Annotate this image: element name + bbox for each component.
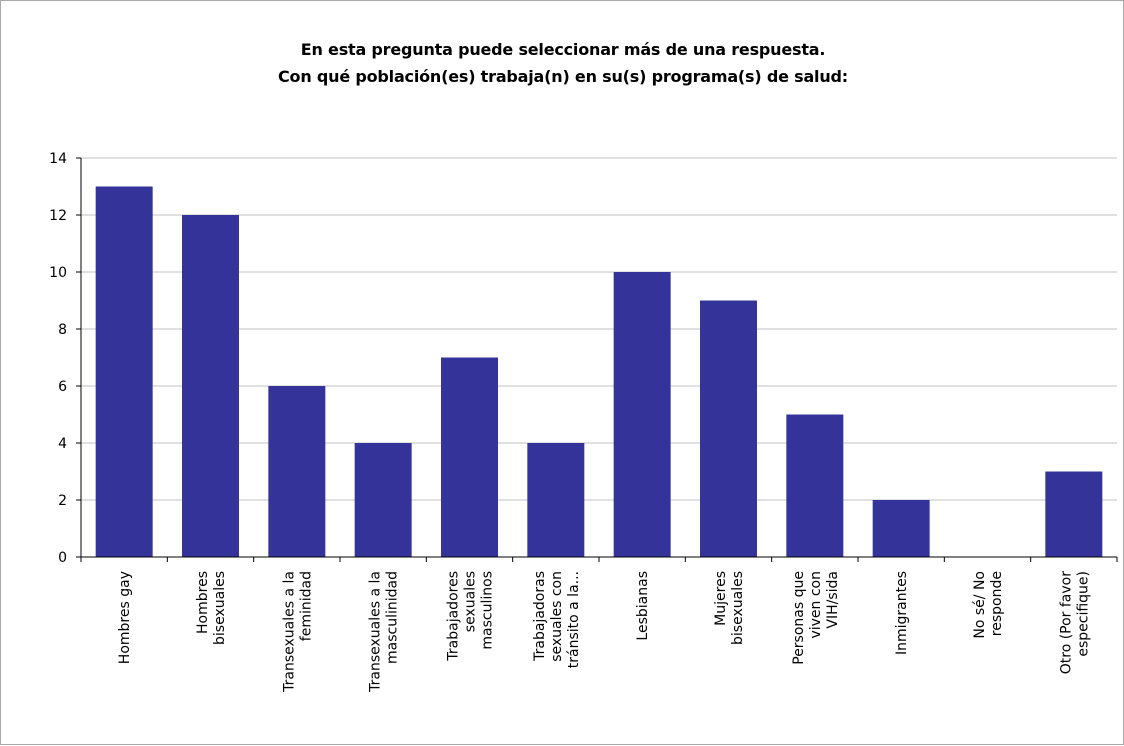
x-tick-labels: Hombres gay Hombresbisexuales Transexuales… <box>117 571 1091 693</box>
x-tick-label-line: sexuales con <box>549 571 565 662</box>
x-tick-label-line: viven con <box>808 571 824 639</box>
axes <box>76 157 1118 562</box>
bar <box>441 357 498 557</box>
y-tick-label: 4 <box>58 436 67 452</box>
y-tick-label: 8 <box>58 322 67 338</box>
x-tick-label-line: Mujeres <box>713 571 729 626</box>
x-tick-label-line: Hombres gay <box>117 571 133 664</box>
x-tick-label-line: Lesbianas <box>635 571 651 641</box>
x-tick-label-line: Hombres <box>195 571 211 634</box>
y-tick-label: 0 <box>58 550 67 566</box>
x-tick-label-line: responde <box>989 571 1005 636</box>
bar <box>613 272 671 557</box>
x-tick-label-line: Transexuales a la <box>281 571 297 693</box>
x-tick-label-line: especifique) <box>1075 571 1091 657</box>
x-tick-label-line: Transexuales a la <box>368 571 384 693</box>
x-tick-label: Hombres gay <box>117 571 133 664</box>
chart-title-line-1: En esta pregunta puede seleccionar más d… <box>300 40 826 59</box>
bar <box>95 186 153 557</box>
y-tick-label: 6 <box>58 379 67 395</box>
bar <box>268 386 326 557</box>
x-tick-label: Lesbianas <box>635 571 651 641</box>
x-tick-label: Mujeresbisexuales <box>713 571 746 645</box>
x-tick-label: Hombresbisexuales <box>195 571 228 645</box>
bar <box>700 300 757 557</box>
x-tick-label-line: sexuales <box>463 571 479 632</box>
chart-title-line-2: Con qué población(es) trabaja(n) en su(s… <box>278 67 848 86</box>
x-tick-label: Inmigrantes <box>894 571 910 655</box>
bar <box>527 443 585 557</box>
x-tick-label-line: No sé/ No <box>972 571 988 639</box>
x-tick-label-line: masculinos <box>480 571 496 650</box>
x-tick-label-line: Personas que <box>791 571 807 665</box>
x-tick-label-line: bisexuales <box>730 571 746 645</box>
x-tick-label: Trabajadoressexualesmasculinos <box>446 571 496 662</box>
x-tick-label-line: bisexuales <box>212 571 228 645</box>
bar <box>354 443 412 557</box>
y-tick-label: 2 <box>58 493 67 509</box>
x-tick-label: Transexuales a lafeminidad <box>281 571 314 693</box>
x-tick-label-line: Otro (Por favor <box>1058 571 1074 675</box>
x-tick-label-line: feminidad <box>298 571 314 641</box>
bar <box>786 414 844 557</box>
x-tick-label-line: masculinidad <box>385 571 401 664</box>
x-tick-label-line: Trabajadoras <box>532 571 548 662</box>
x-tick-label-line: Inmigrantes <box>894 571 910 655</box>
x-tick-label: No sé/ Noresponde <box>972 571 1005 639</box>
x-tick-label: Personas queviven conVIH/sida <box>791 571 841 665</box>
y-tick-label: 12 <box>49 208 67 224</box>
gridlines <box>81 157 1117 501</box>
x-tick-label-line: VIH/sida <box>825 571 841 629</box>
bar <box>872 500 930 557</box>
x-tick-label: Otro (Por favorespecifique) <box>1058 571 1091 675</box>
x-tick-label-line: tránsito a la... <box>566 571 582 668</box>
x-tick-label: Transexuales a lamasculinidad <box>368 571 401 693</box>
x-tick-label-line: Trabajadores <box>446 571 462 662</box>
bar <box>182 215 239 557</box>
x-tick-label: Trabajadorassexuales contránsito a la... <box>532 571 582 668</box>
bar <box>1045 471 1103 557</box>
y-tick-label: 10 <box>49 265 67 281</box>
y-tick-label: 14 <box>49 151 67 167</box>
y-tick-labels: 0 2 4 6 8 10 12 14 <box>49 151 67 566</box>
bars <box>95 186 1103 557</box>
